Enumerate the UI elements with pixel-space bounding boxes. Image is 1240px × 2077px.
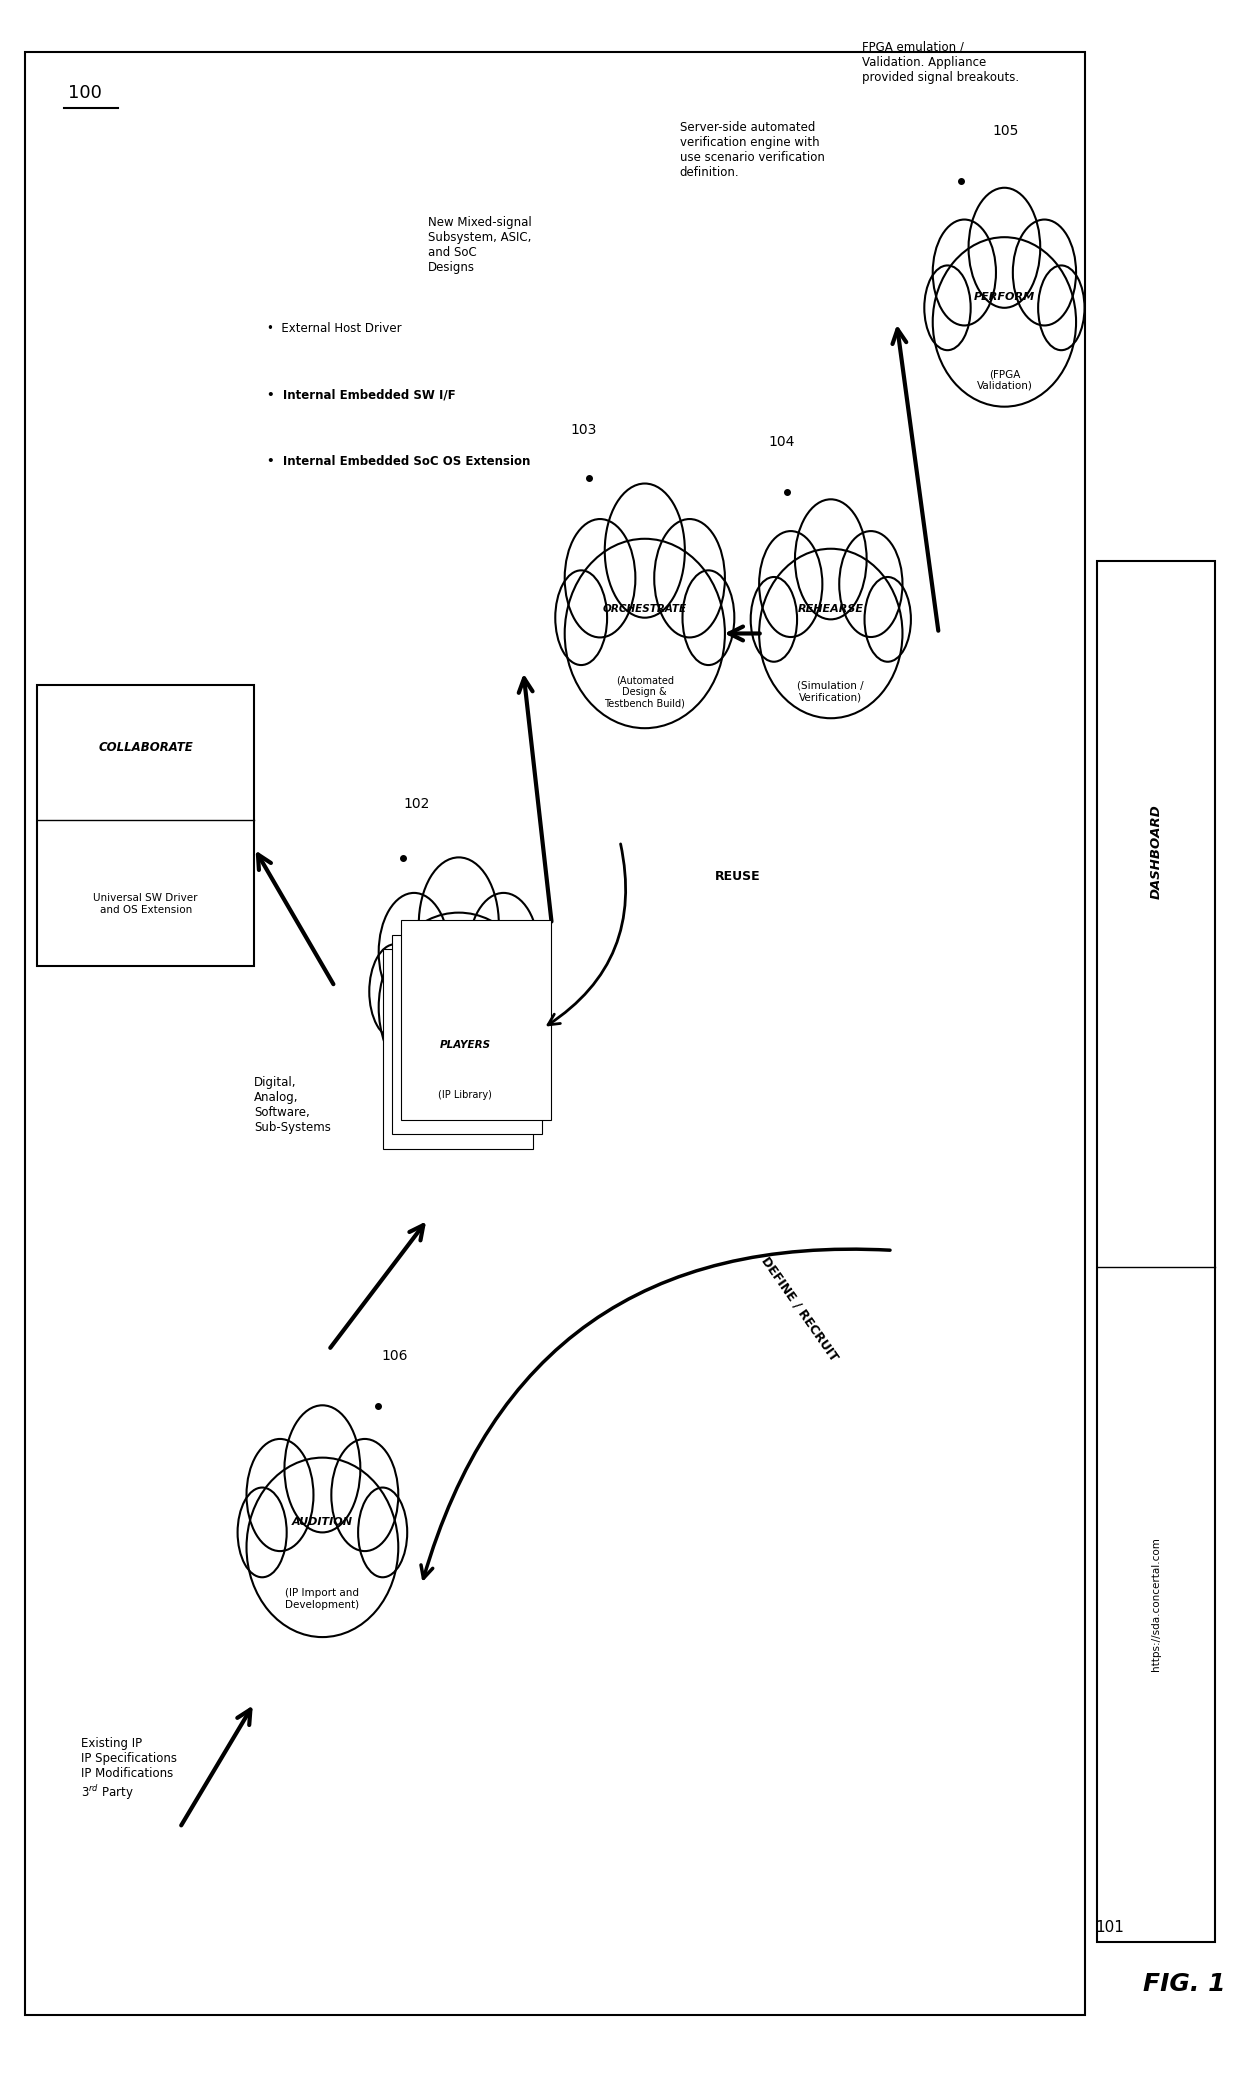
Text: DEFINE / RECRUIT: DEFINE / RECRUIT: [759, 1255, 841, 1363]
Ellipse shape: [238, 1487, 286, 1576]
Ellipse shape: [864, 577, 911, 663]
Text: ORCHESTRATE: ORCHESTRATE: [603, 604, 687, 613]
Text: (Automated
Design &
Testbench Build): (Automated Design & Testbench Build): [604, 675, 686, 708]
Ellipse shape: [370, 945, 422, 1038]
Ellipse shape: [564, 538, 725, 729]
Ellipse shape: [759, 532, 822, 638]
Text: Universal SW Driver
and OS Extension: Universal SW Driver and OS Extension: [93, 893, 198, 914]
Text: FIG. 1: FIG. 1: [1143, 1971, 1225, 1996]
Ellipse shape: [358, 1487, 407, 1576]
Text: PLAYERS: PLAYERS: [439, 1041, 491, 1049]
Ellipse shape: [284, 1406, 361, 1533]
Ellipse shape: [1013, 220, 1076, 326]
Ellipse shape: [605, 484, 684, 617]
FancyBboxPatch shape: [401, 920, 551, 1120]
Ellipse shape: [924, 266, 971, 351]
Text: (Simulation /
Verification): (Simulation / Verification): [797, 681, 864, 702]
Text: PERFORM: PERFORM: [973, 293, 1035, 301]
Text: https://sda.concertal.com: https://sda.concertal.com: [1151, 1537, 1162, 1672]
Bar: [1097, 561, 1215, 1942]
Text: (FPGA
Validation): (FPGA Validation): [976, 370, 1033, 390]
Ellipse shape: [682, 571, 734, 665]
Ellipse shape: [655, 519, 725, 638]
Text: New Mixed-signal
Subsystem, ASIC,
and SoC
Designs: New Mixed-signal Subsystem, ASIC, and So…: [428, 216, 532, 274]
Text: •  Internal Embedded SoC OS Extension: • Internal Embedded SoC OS Extension: [267, 455, 529, 467]
Text: FPGA emulation /
Validation. Appliance
provided signal breakouts.: FPGA emulation / Validation. Appliance p…: [862, 42, 1019, 83]
Ellipse shape: [759, 548, 903, 719]
Ellipse shape: [564, 519, 635, 638]
Text: DASHBOARD: DASHBOARD: [1149, 804, 1163, 899]
Text: (IP Import and
Development): (IP Import and Development): [285, 1589, 360, 1610]
Ellipse shape: [795, 498, 867, 619]
Ellipse shape: [247, 1439, 314, 1552]
Ellipse shape: [750, 577, 797, 663]
Text: 101: 101: [1095, 1919, 1125, 1936]
Text: •  Internal Embedded SW I/F: • Internal Embedded SW I/F: [267, 388, 455, 401]
Text: COLLABORATE: COLLABORATE: [98, 741, 193, 754]
Ellipse shape: [968, 187, 1040, 307]
Text: 106: 106: [382, 1350, 408, 1363]
Ellipse shape: [556, 571, 608, 665]
Ellipse shape: [419, 858, 498, 991]
Ellipse shape: [496, 945, 548, 1038]
FancyBboxPatch shape: [392, 935, 542, 1134]
FancyBboxPatch shape: [383, 949, 533, 1149]
Bar: [25, 52, 1085, 2015]
Ellipse shape: [247, 1458, 398, 1637]
Text: 102: 102: [403, 798, 429, 810]
Ellipse shape: [378, 893, 449, 1011]
Ellipse shape: [331, 1439, 398, 1552]
Text: Digital,
Analog,
Software,
Sub-Systems: Digital, Analog, Software, Sub-Systems: [254, 1076, 331, 1134]
Ellipse shape: [932, 220, 996, 326]
Text: (IP Library): (IP Library): [438, 1090, 492, 1099]
Text: REHEARSE: REHEARSE: [797, 604, 864, 613]
Text: AUDITION: AUDITION: [291, 1518, 353, 1527]
Text: •  External Host Driver: • External Host Driver: [267, 322, 402, 334]
Bar: [37, 685, 254, 966]
Ellipse shape: [1038, 266, 1085, 351]
FancyArrowPatch shape: [422, 1248, 890, 1579]
FancyArrowPatch shape: [548, 843, 626, 1024]
Text: Existing IP
IP Specifications
IP Modifications
3$^{rd}$ Party: Existing IP IP Specifications IP Modific…: [81, 1736, 176, 1803]
Text: 104: 104: [769, 436, 795, 449]
Ellipse shape: [839, 532, 903, 638]
Text: REUSE: REUSE: [715, 870, 760, 883]
Text: 100: 100: [68, 85, 102, 102]
Text: 105: 105: [992, 125, 1018, 137]
Ellipse shape: [932, 237, 1076, 407]
Text: 103: 103: [570, 424, 596, 436]
Ellipse shape: [378, 912, 539, 1103]
Text: Server-side automated
verification engine with
use scenario verification
definit: Server-side automated verification engin…: [680, 120, 825, 179]
Ellipse shape: [469, 893, 539, 1011]
